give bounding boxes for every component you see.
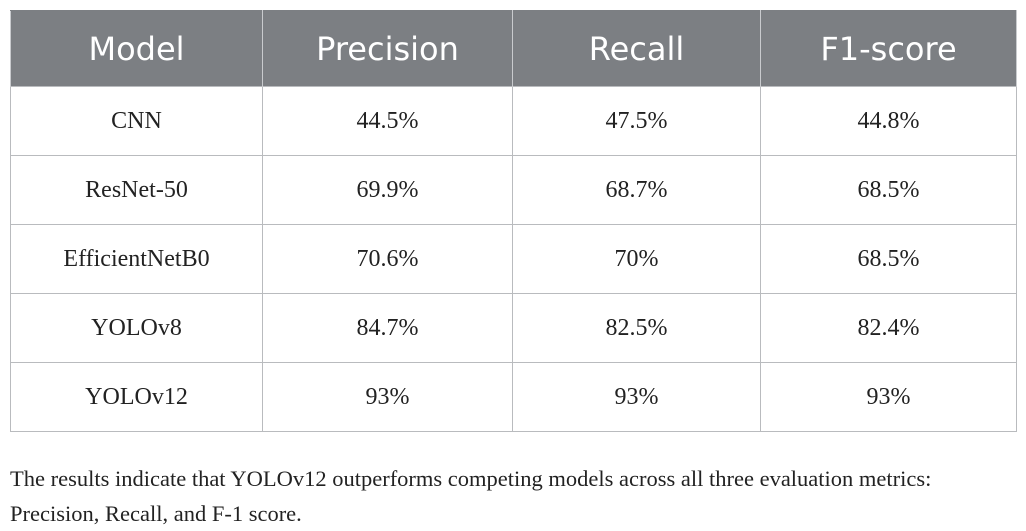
model-cell: EfficientNetB0 xyxy=(10,224,263,294)
table-row: CNN 44.5% 47.5% 44.8% xyxy=(10,86,1017,156)
model-cell: ResNet-50 xyxy=(10,155,263,225)
header-model: Model xyxy=(10,10,263,87)
f1-score-cell: 68.5% xyxy=(760,224,1017,294)
table-row: EfficientNetB0 70.6% 70% 68.5% xyxy=(10,224,1017,294)
f1-score-cell: 82.4% xyxy=(760,293,1017,363)
header-precision: Precision xyxy=(262,10,513,87)
model-cell: YOLOv8 xyxy=(10,293,263,363)
table-body: CNN 44.5% 47.5% 44.8% ResNet-50 69.9% 68… xyxy=(10,86,1017,432)
recall-cell: 70% xyxy=(512,224,761,294)
precision-cell: 70.6% xyxy=(262,224,513,294)
f1-score-cell: 44.8% xyxy=(760,86,1017,156)
f1-score-cell: 93% xyxy=(760,362,1017,432)
header-f1-score: F1-score xyxy=(760,10,1017,87)
recall-cell: 82.5% xyxy=(512,293,761,363)
table-row: YOLOv12 93% 93% 93% xyxy=(10,362,1017,432)
precision-cell: 84.7% xyxy=(262,293,513,363)
table-row: YOLOv8 84.7% 82.5% 82.4% xyxy=(10,293,1017,363)
precision-cell: 69.9% xyxy=(262,155,513,225)
recall-cell: 68.7% xyxy=(512,155,761,225)
precision-cell: 44.5% xyxy=(262,86,513,156)
table-header: Model Precision Recall F1-score xyxy=(10,10,1017,87)
model-cell: YOLOv12 xyxy=(10,362,263,432)
table-row: ResNet-50 69.9% 68.7% 68.5% xyxy=(10,155,1017,225)
results-table: Model Precision Recall F1-score CNN 44.5… xyxy=(10,10,1017,432)
recall-cell: 47.5% xyxy=(512,86,761,156)
table-footnote: The results indicate that YOLOv12 outper… xyxy=(10,465,932,526)
precision-cell: 93% xyxy=(262,362,513,432)
recall-cell: 93% xyxy=(512,362,761,432)
f1-score-cell: 68.5% xyxy=(760,155,1017,225)
model-cell: CNN xyxy=(10,86,263,156)
header-recall: Recall xyxy=(512,10,761,87)
results-table-container: Model Precision Recall F1-score CNN 44.5… xyxy=(10,10,1017,432)
header-row: Model Precision Recall F1-score xyxy=(10,10,1017,87)
